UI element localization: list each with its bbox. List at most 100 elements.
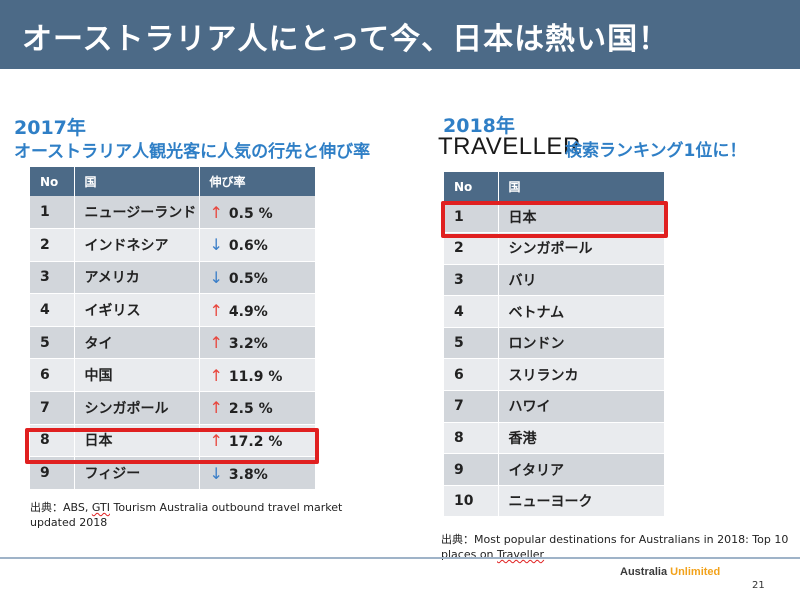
table-header-row: No 国 xyxy=(444,172,665,201)
table-header-row: No 国 伸び率 xyxy=(30,167,316,196)
source-traveller: Traveller xyxy=(497,548,545,561)
table-row: 7 ハワイ xyxy=(444,390,665,423)
place-name: シンガポール xyxy=(498,232,665,265)
rank-no: 8 xyxy=(30,424,75,458)
down-arrow-icon: ↓ xyxy=(209,463,223,483)
growth-cell: ↑ 3.2% xyxy=(199,326,316,360)
rank-no: 6 xyxy=(30,358,75,393)
growth-value: 3.2% xyxy=(228,336,268,353)
up-arrow-icon: ↑ xyxy=(209,398,223,418)
country-name: フィジー xyxy=(74,456,200,490)
growth-value: 0.5% xyxy=(228,270,268,287)
left-year-heading: 2017年 xyxy=(14,117,86,139)
rank-no: 7 xyxy=(444,390,499,423)
rank-no: 5 xyxy=(444,327,499,360)
country-name: タイ xyxy=(74,326,200,360)
table-row: 5 ロンドン xyxy=(444,327,665,360)
source-gti: GTI xyxy=(91,501,110,514)
up-arrow-icon: ↑ xyxy=(209,430,223,450)
up-arrow-icon: ↑ xyxy=(209,300,223,320)
table-row: 9 イタリア xyxy=(444,453,665,486)
growth-table: No 国 伸び率 1 ニュージーランド ↑ 0.5 % 2 インドネシア ↓ 0.6… xyxy=(30,167,316,490)
rank-no: 1 xyxy=(444,201,499,234)
column-header-growth: 伸び率 xyxy=(199,167,316,196)
search-ranking-table: No 国 1 日本 2 シンガポール 3 バリ 4 ベトナム 5 ロンドン 6 スリランカ … xyxy=(444,172,665,518)
rank-no: 6 xyxy=(444,358,499,392)
growth-cell: ↓ 0.6% xyxy=(199,228,316,262)
country-name: シンガポール xyxy=(74,391,200,425)
rank-no: 9 xyxy=(30,456,75,490)
down-arrow-icon: ↓ xyxy=(209,267,223,287)
place-name: スリランカ xyxy=(498,358,665,392)
column-header-no: No xyxy=(444,172,499,201)
table-row-japan: 8 日本 ↑ 17.2 % xyxy=(30,424,316,458)
rank-no: 7 xyxy=(30,391,75,425)
table-row: 2 インドネシア ↓ 0.6% xyxy=(30,228,316,262)
rank-no: 10 xyxy=(444,485,499,518)
down-arrow-icon: ↓ xyxy=(209,235,223,255)
left-source-note: 出典：ABS, GTI Tourism Australia outbound t… xyxy=(30,500,350,530)
footer-divider xyxy=(0,557,800,559)
growth-cell: ↑ 2.5 % xyxy=(199,391,316,425)
page-number: 21 xyxy=(752,580,765,591)
table-row: 6 スリランカ xyxy=(444,358,665,392)
table-row: 3 バリ xyxy=(444,264,665,297)
place-name: バリ xyxy=(498,264,665,297)
column-header-place: 国 xyxy=(498,172,665,201)
growth-value: 0.5 % xyxy=(228,205,273,222)
country-name: イギリス xyxy=(74,293,200,327)
country-name: 日本 xyxy=(74,424,200,458)
table-row: 3 アメリカ ↓ 0.5% xyxy=(30,261,316,295)
place-name: イタリア xyxy=(498,453,665,486)
growth-value: 17.2 % xyxy=(228,433,283,450)
table-row: 4 ベトナム xyxy=(444,295,665,328)
country-name: ニュージーランド xyxy=(74,196,200,230)
table-row: 10 ニューヨーク xyxy=(444,485,665,518)
growth-value: 2.5 % xyxy=(228,401,273,418)
rank-no: 9 xyxy=(444,453,499,486)
source-prefix: 出典：ABS, xyxy=(30,501,92,514)
brand-name-part1: Australia xyxy=(620,566,671,578)
country-name: アメリカ xyxy=(74,261,200,295)
brand-name-part2: Unlimited xyxy=(670,566,721,578)
rank-no: 3 xyxy=(444,264,499,297)
up-arrow-icon: ↑ xyxy=(209,333,223,353)
right-year-heading: 2018年 xyxy=(443,115,515,137)
table-row: 2 シンガポール xyxy=(444,232,665,265)
rank-no: 3 xyxy=(30,261,75,295)
slide-title: オーストラリア人にとって今、日本は熱い国！ xyxy=(22,22,670,57)
up-arrow-icon: ↑ xyxy=(209,202,223,222)
table-row: 1 ニュージーランド ↑ 0.5 % xyxy=(30,196,316,230)
country-name: インドネシア xyxy=(74,228,200,262)
table-row-japan: 1 日本 xyxy=(444,201,665,234)
traveller-logo: TRAVELLER xyxy=(438,133,581,160)
table-row: 6 中国 ↑ 11.9 % xyxy=(30,358,316,393)
right-subtitle: 検索ランキング1位に！ xyxy=(565,141,747,161)
column-header-no: No xyxy=(30,167,75,196)
growth-cell: ↑ 11.9 % xyxy=(199,358,316,393)
growth-cell: ↑ 4.9% xyxy=(199,293,316,327)
column-header-country: 国 xyxy=(74,167,200,196)
table-row: 9 フィジー ↓ 3.8% xyxy=(30,456,316,490)
growth-cell: ↑ 17.2 % xyxy=(199,424,316,458)
growth-cell: ↓ 3.8% xyxy=(199,456,316,490)
place-name: ベトナム xyxy=(498,295,665,328)
growth-value: 3.8% xyxy=(228,466,268,483)
table-row: 7 シンガポール ↑ 2.5 % xyxy=(30,391,316,425)
rank-no: 4 xyxy=(30,293,75,327)
growth-value: 0.6% xyxy=(228,238,268,255)
growth-value: 4.9% xyxy=(228,303,268,320)
table-row: 8 香港 xyxy=(444,422,665,455)
place-name: ハワイ xyxy=(498,390,665,423)
source-rest: Tourism Australia outbound travel market… xyxy=(30,501,343,529)
rank-no: 4 xyxy=(444,295,499,328)
growth-cell: ↓ 0.5% xyxy=(199,261,316,295)
table-row: 5 タイ ↑ 3.2% xyxy=(30,326,316,360)
rank-no: 2 xyxy=(444,232,499,265)
left-subtitle: オーストラリア人観光客に人気の行先と伸び率 xyxy=(14,142,371,162)
place-name: 日本 xyxy=(498,201,665,234)
brand-logo: Australia Unlimited xyxy=(620,566,720,578)
table-row: 4 イギリス ↑ 4.9% xyxy=(30,293,316,327)
place-name: 香港 xyxy=(498,422,665,455)
rank-no: 2 xyxy=(30,228,75,262)
